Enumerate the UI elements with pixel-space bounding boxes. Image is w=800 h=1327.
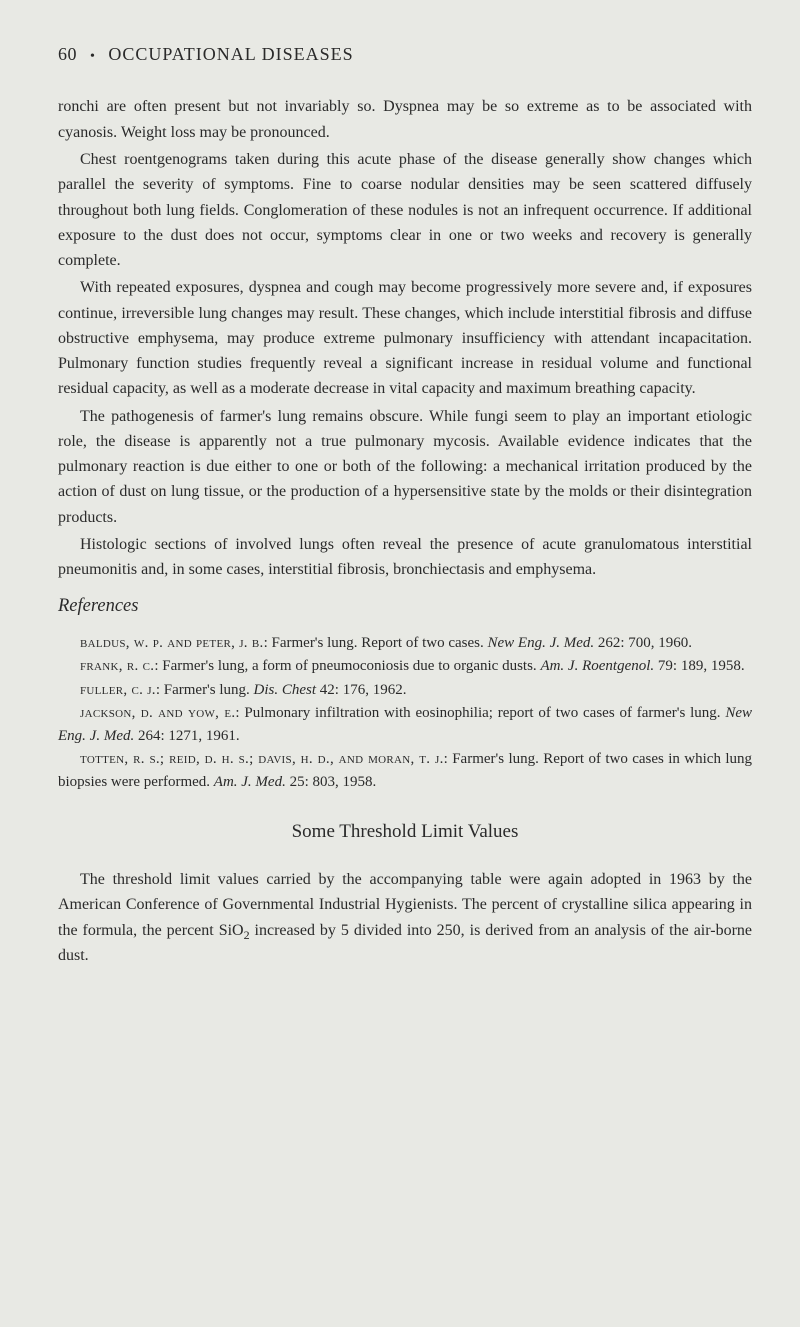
reference-citation: 79: 189, 1958. [654, 658, 744, 674]
reference-entry: fuller, c. j.: Farmer's lung. Dis. Chest… [58, 679, 752, 702]
reference-author: baldus, w. p. and peter, j. b. [80, 635, 264, 651]
reference-text: : Pulmonary infiltration with eosinophil… [235, 705, 725, 721]
body-paragraph: Histologic sections of involved lungs of… [58, 532, 752, 583]
reference-citation: 42: 176, 1962. [316, 682, 406, 698]
reference-author: frank, r. c. [80, 658, 154, 674]
reference-citation: 25: 803, 1958. [286, 774, 376, 790]
reference-text: : Farmer's lung. [156, 682, 254, 698]
body-paragraph: With repeated exposures, dyspnea and cou… [58, 275, 752, 401]
reference-citation: 262: 700, 1960. [594, 635, 692, 651]
reference-author: totten, r. s.; reid, d. h. s.; davis, h.… [80, 751, 444, 767]
header-bullet: • [90, 49, 95, 64]
reference-author: fuller, c. j. [80, 682, 156, 698]
section-heading: Some Threshold Limit Values [58, 817, 752, 847]
body-paragraph: The threshold limit values carried by th… [58, 867, 752, 968]
reference-entry: baldus, w. p. and peter, j. b.: Farmer's… [58, 632, 752, 655]
page-number: 60 [58, 44, 77, 64]
reference-journal: Am. J. Med. [214, 774, 286, 790]
references-heading: References [58, 592, 752, 621]
reference-journal: New Eng. J. Med. [488, 635, 595, 651]
body-paragraph: The pathogenesis of farmer's lung remain… [58, 404, 752, 530]
reference-journal: Am. J. Roentgenol. [540, 658, 654, 674]
reference-text: : Farmer's lung, a form of pneumoconiosi… [154, 658, 540, 674]
body-paragraph: ronchi are often present but not invaria… [58, 94, 752, 145]
reference-citation: 264: 1271, 1961. [134, 728, 239, 744]
header-title: OCCUPATIONAL DISEASES [108, 44, 353, 64]
reference-entry: frank, r. c.: Farmer's lung, a form of p… [58, 655, 752, 678]
reference-entry: totten, r. s.; reid, d. h. s.; davis, h.… [58, 748, 752, 793]
reference-journal: Dis. Chest [254, 682, 317, 698]
reference-entry: jackson, d. and yow, e.: Pulmonary infil… [58, 702, 752, 747]
body-paragraph: Chest roentgenograms taken during this a… [58, 147, 752, 273]
reference-author: jackson, d. and yow, e. [80, 705, 235, 721]
page-header: 60 • OCCUPATIONAL DISEASES [58, 40, 752, 68]
reference-text: : Farmer's lung. Report of two cases. [264, 635, 488, 651]
